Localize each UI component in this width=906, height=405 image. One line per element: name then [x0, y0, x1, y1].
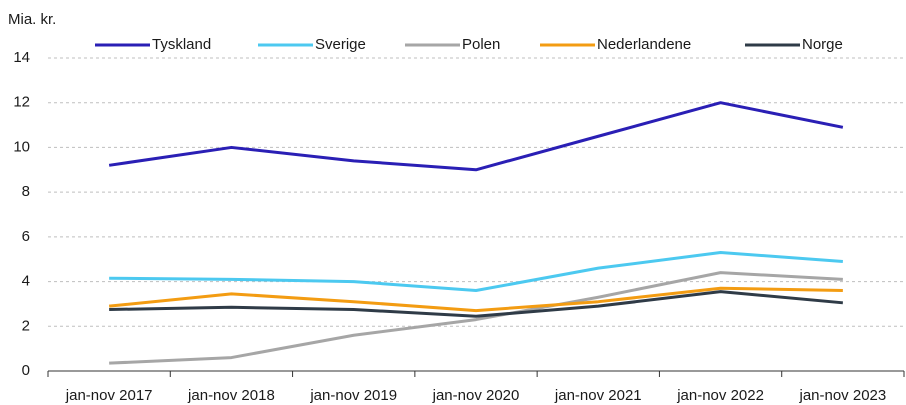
y-tick-label: 6	[22, 228, 30, 245]
y-tick-label: 0	[22, 362, 30, 379]
y-axis-label: Mia. kr.	[8, 11, 56, 28]
y-tick-label: 2	[22, 317, 30, 334]
x-tick-label: jan-nov 2018	[187, 387, 275, 404]
y-tick-label: 12	[13, 94, 30, 111]
legend-label: Polen	[462, 36, 500, 53]
series-line	[108, 101, 844, 172]
x-tick-label: jan-nov 2017	[65, 387, 153, 404]
x-tick-label: jan-nov 2020	[432, 387, 520, 404]
y-tick-label: 4	[22, 273, 30, 290]
x-tick-label: jan-nov 2022	[676, 387, 764, 404]
legend-label: Nederlandene	[597, 36, 691, 53]
legend-label: Tyskland	[152, 36, 211, 53]
y-tick-label: 14	[13, 49, 30, 66]
y-tick-label: 8	[22, 183, 30, 200]
x-tick-label: jan-nov 2021	[554, 387, 642, 404]
x-tick-label: jan-nov 2023	[798, 387, 886, 404]
legend-label: Sverige	[315, 36, 366, 53]
legend-label: Norge	[802, 36, 843, 53]
x-tick-label: jan-nov 2019	[309, 387, 397, 404]
series-line	[109, 251, 843, 293]
series-line	[108, 286, 843, 313]
series-line	[109, 290, 843, 318]
y-tick-label: 10	[13, 138, 30, 155]
series-line	[109, 271, 843, 365]
